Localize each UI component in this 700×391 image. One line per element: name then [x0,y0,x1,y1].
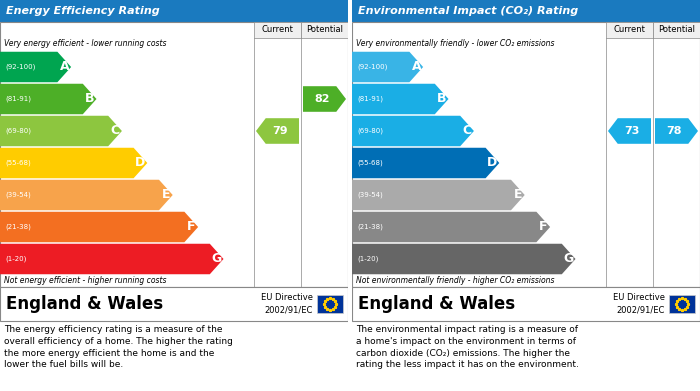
Text: (55-68): (55-68) [357,160,383,166]
Bar [301,22,348,38]
Bar [317,295,343,313]
Bar [0,0,348,22]
Text: 82: 82 [314,94,330,104]
Polygon shape [0,148,147,178]
Bar [669,295,695,313]
Text: (81-91): (81-91) [5,96,31,102]
Text: (21-38): (21-38) [5,224,31,230]
Polygon shape [0,84,97,114]
Text: (39-54): (39-54) [357,192,383,198]
Text: F: F [539,221,547,233]
Text: F: F [187,221,195,233]
Text: (1-20): (1-20) [357,256,379,262]
Text: G: G [211,253,222,265]
Text: Current: Current [614,25,645,34]
Text: G: G [564,253,574,265]
Text: (21-38): (21-38) [357,224,383,230]
Bar [352,22,700,287]
Text: (92-100): (92-100) [5,64,36,70]
Text: C: C [111,124,120,138]
Text: C: C [463,124,472,138]
Polygon shape [655,118,698,144]
Text: (1-20): (1-20) [5,256,27,262]
Polygon shape [352,148,499,178]
Text: Environmental Impact (CO₂) Rating: Environmental Impact (CO₂) Rating [358,6,578,16]
Text: EU Directive
2002/91/EC: EU Directive 2002/91/EC [613,293,665,315]
Text: Very environmentally friendly - lower CO₂ emissions: Very environmentally friendly - lower CO… [356,39,554,48]
Polygon shape [352,180,525,210]
Text: Energy Efficiency Rating: Energy Efficiency Rating [6,6,160,16]
Text: The environmental impact rating is a measure of
a home's impact on the environme: The environmental impact rating is a mea… [356,325,579,369]
Text: EU Directive
2002/91/EC: EU Directive 2002/91/EC [261,293,313,315]
Text: Not energy efficient - higher running costs: Not energy efficient - higher running co… [4,276,167,285]
Polygon shape [0,180,173,210]
Text: England & Wales: England & Wales [6,295,163,313]
Text: The energy efficiency rating is a measure of the
overall efficiency of a home. T: The energy efficiency rating is a measur… [4,325,233,369]
Polygon shape [0,244,223,274]
Text: 73: 73 [624,126,640,136]
Polygon shape [352,212,550,242]
Polygon shape [0,212,198,242]
Text: (39-54): (39-54) [5,192,31,198]
Text: E: E [514,188,522,201]
Text: D: D [487,156,498,170]
Bar [352,287,700,321]
Bar [606,22,653,38]
Polygon shape [0,116,122,146]
Polygon shape [352,116,474,146]
Text: Potential: Potential [306,25,343,34]
Polygon shape [608,118,651,144]
Bar [653,22,700,38]
Text: E: E [162,188,170,201]
Text: 79: 79 [272,126,288,136]
Polygon shape [256,118,299,144]
Text: B: B [437,93,447,106]
Text: A: A [60,61,69,74]
Polygon shape [303,86,346,112]
Text: (69-80): (69-80) [5,128,31,134]
Text: Potential: Potential [658,25,695,34]
Text: D: D [135,156,146,170]
Text: B: B [85,93,95,106]
Text: A: A [412,61,421,74]
Bar [254,22,301,38]
Text: (92-100): (92-100) [357,64,387,70]
Bar [0,287,348,321]
Polygon shape [352,244,575,274]
Bar [352,0,700,22]
Text: Not environmentally friendly - higher CO₂ emissions: Not environmentally friendly - higher CO… [356,276,554,285]
Polygon shape [352,52,423,82]
Text: (55-68): (55-68) [5,160,31,166]
Polygon shape [0,52,71,82]
Text: (69-80): (69-80) [357,128,383,134]
Bar [0,22,348,287]
Text: Very energy efficient - lower running costs: Very energy efficient - lower running co… [4,39,167,48]
Text: England & Wales: England & Wales [358,295,515,313]
Bar [348,0,352,391]
Polygon shape [352,84,449,114]
Text: Current: Current [262,25,293,34]
Text: 78: 78 [666,126,682,136]
Text: (81-91): (81-91) [357,96,383,102]
